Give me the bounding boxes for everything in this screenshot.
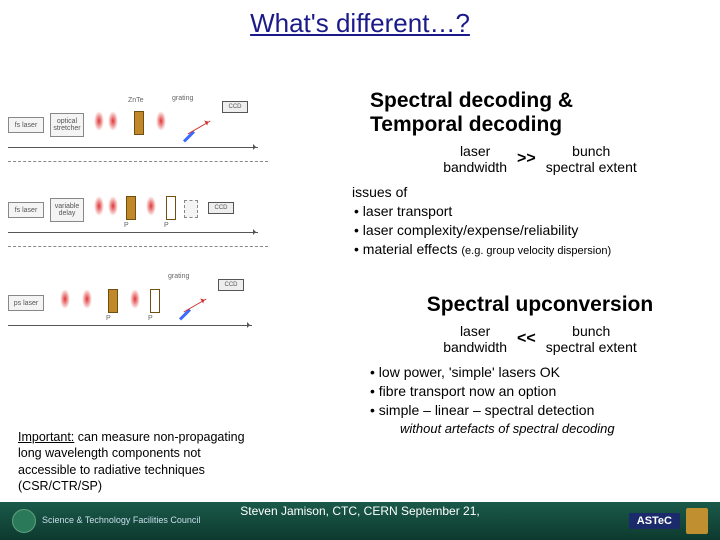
section1-line1: Spectral decoding & [370, 89, 573, 112]
optic-box [184, 200, 198, 218]
comp-left-l1: laser [460, 323, 490, 339]
benefit-item: fibre transport now an option [370, 382, 710, 401]
issue-sub: (e.g. group velocity dispersion) [461, 245, 611, 257]
issues-block: issues of laser transport laser complexi… [352, 183, 710, 259]
content-area: fs laser optical stretcher ZnTe grating … [0, 39, 720, 499]
beam-arrow [187, 121, 210, 135]
footer-center-text: Steven Jamison, CTC, CERN September 21, [240, 504, 479, 518]
issue-text: material effects [363, 241, 458, 257]
footer-left: Science & Technology Facilities Council [12, 509, 200, 533]
section1-title: Spectral decoding & Temporal decoding [370, 89, 710, 137]
pulse-icon [78, 289, 96, 309]
important-note: Important: can measure non-propagating l… [18, 429, 254, 494]
issue-item: laser complexity/expense/reliability [354, 221, 710, 240]
section2-title: Spectral upconversion [370, 293, 710, 317]
fs-laser-box: fs laser [8, 202, 44, 218]
footer-right: ASTeC [629, 508, 708, 534]
diagram-spectral-upconversion: ps laser P P grating CCD [8, 265, 268, 335]
comp-right: bunch spectral extent [546, 323, 637, 355]
ps-laser-box: ps laser [8, 295, 44, 311]
crystal-icon [150, 289, 160, 313]
crystal-icon [166, 196, 176, 220]
benefits-block: low power, 'simple' lasers OK fibre tran… [370, 363, 710, 437]
section1-line2: Temporal decoding [370, 113, 562, 136]
variable-delay-box: variable delay [50, 198, 84, 222]
comp-right-l2: spectral extent [546, 339, 637, 355]
pulse-icon [126, 289, 144, 309]
pulse-icon [152, 111, 170, 131]
stfc-logo-icon [12, 509, 36, 533]
znte-label: ZnTe [128, 97, 144, 104]
divider [8, 246, 268, 247]
comp-right: bunch spectral extent [546, 143, 637, 175]
stfc-text: Science & Technology Facilities Council [42, 516, 200, 526]
ccd-label: CCD [218, 279, 244, 291]
p-label: P [164, 222, 169, 229]
p-label: P [124, 222, 129, 229]
astec-badge: ASTeC [629, 513, 680, 529]
comp-right-l1: bunch [572, 143, 610, 159]
comparison-row-2: laser bandwidth << bunch spectral extent [370, 323, 710, 355]
issue-item: laser transport [354, 202, 710, 221]
diagram-spectral-decoding: fs laser optical stretcher ZnTe grating … [8, 87, 268, 157]
diagram-temporal-decoding: fs laser variable delay P P CCD [8, 172, 268, 242]
pulse-icon [56, 289, 74, 309]
p-label: P [148, 315, 153, 322]
divider [8, 161, 268, 162]
slide-title: What's different…? [0, 0, 720, 39]
pulse-icon [104, 196, 122, 216]
comp-left: laser bandwidth [443, 143, 507, 175]
axis-arrow [8, 325, 252, 326]
crystal-icon [108, 289, 118, 313]
issue-item: material effects (e.g. group velocity di… [354, 240, 710, 259]
comp-right-l1: bunch [572, 323, 610, 339]
important-label: Important: [18, 430, 74, 444]
fs-laser-box: fs laser [8, 117, 44, 133]
beam-arrow [183, 299, 206, 313]
benefit-sub: without artefacts of spectral decoding [370, 420, 710, 438]
ccd-label: CCD [222, 101, 248, 113]
axis-arrow [8, 147, 258, 148]
crest-icon [686, 508, 708, 534]
crystal-icon [134, 111, 144, 135]
benefit-item: low power, 'simple' lasers OK [370, 363, 710, 382]
comp-left-l2: bandwidth [443, 159, 507, 175]
crystal-icon [126, 196, 136, 220]
comp-right-l2: spectral extent [546, 159, 637, 175]
optical-stretcher-box: optical stretcher [50, 113, 84, 137]
pulse-icon [104, 111, 122, 131]
comp-operator: >> [517, 150, 536, 168]
ccd-label: CCD [208, 202, 234, 214]
axis-arrow [8, 232, 258, 233]
text-column: Spectral decoding & Temporal decoding la… [370, 89, 710, 438]
comp-left-l1: laser [460, 143, 490, 159]
comp-left-l2: bandwidth [443, 339, 507, 355]
p-label: P [106, 315, 111, 322]
comparison-row-1: laser bandwidth >> bunch spectral extent [370, 143, 710, 175]
diagrams-column: fs laser optical stretcher ZnTe grating … [8, 87, 278, 339]
grating-label: grating [172, 95, 193, 102]
comp-operator: << [517, 330, 536, 348]
grating-label: grating [168, 273, 189, 280]
pulse-icon [142, 196, 160, 216]
comp-left: laser bandwidth [443, 323, 507, 355]
benefit-item: simple – linear – spectral detection [370, 401, 710, 420]
section2: Spectral upconversion laser bandwidth <<… [370, 293, 710, 438]
issues-head: issues of [352, 184, 407, 200]
